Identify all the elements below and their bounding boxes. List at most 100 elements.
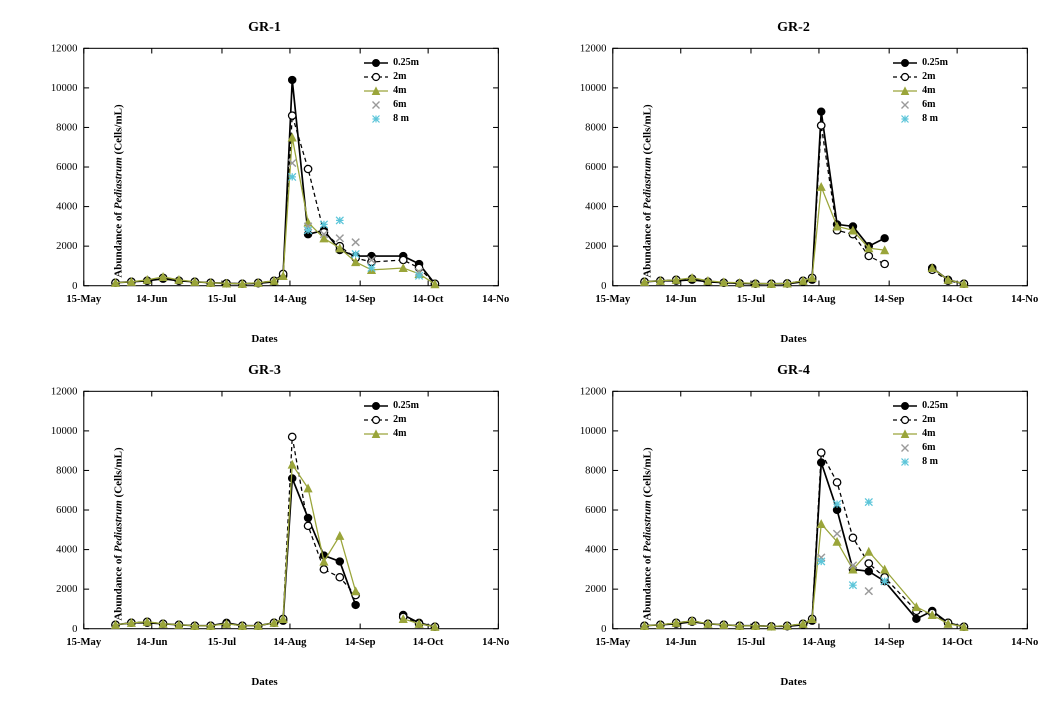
svg-text:10000: 10000 (580, 426, 607, 437)
x-axis-label: Dates (20, 676, 509, 688)
legend-item-s4: 4m (363, 427, 419, 441)
legend-marker-s025 (363, 400, 389, 412)
chart-area: 02000400060008000100001200015-May14-Jun1… (549, 38, 1038, 343)
svg-text:14-Oct: 14-Oct (942, 294, 973, 305)
svg-text:14-Jun: 14-Jun (665, 637, 696, 648)
svg-text:14-Jun: 14-Jun (136, 294, 167, 305)
legend-label-s8: 8 m (393, 112, 409, 126)
x-axis-label: Dates (549, 676, 1038, 688)
svg-text:6000: 6000 (585, 162, 606, 173)
legend-marker-s6 (892, 99, 918, 111)
legend-label-s4: 4m (922, 84, 935, 98)
svg-text:10000: 10000 (51, 83, 78, 94)
legend-item-s8: 8 m (892, 112, 948, 126)
legend-label-s2: 2m (393, 413, 406, 427)
legend-label-s6: 6m (922, 98, 935, 112)
legend-item-s8: 8 m (363, 112, 419, 126)
legend-item-s6: 6m (892, 98, 948, 112)
legend-label-s8: 8 m (922, 455, 938, 469)
svg-text:8000: 8000 (56, 123, 77, 134)
legend-item-s2: 2m (892, 413, 948, 427)
chart-grid: GR-1 0 2000 4000 6000 8000 10000 12000 15-May 14… (20, 20, 1038, 686)
svg-text:0: 0 (601, 281, 606, 292)
panel-GR-4: GR-4 02000400060008000100001200015-May14… (549, 363, 1038, 686)
svg-text:8000: 8000 (56, 466, 77, 477)
legend-marker-s4 (363, 428, 389, 440)
legend-marker-s8 (892, 113, 918, 125)
svg-text:14-Oct: 14-Oct (413, 294, 444, 305)
legend-label-s4: 4m (922, 427, 935, 441)
chart-area: 02000400060008000100001200015-May14-Jun1… (20, 38, 509, 343)
y-axis-label: Abundance of Pediastrum (Cells/mL) (642, 104, 654, 277)
svg-text:12000: 12000 (51, 387, 78, 398)
legend-marker-s4 (892, 85, 918, 97)
panel-title: GR-1 (20, 20, 509, 36)
legend-label-s6: 6m (393, 98, 406, 112)
x-axis-label: Dates (20, 333, 509, 345)
svg-text:14-Jun: 14-Jun (136, 637, 167, 648)
svg-text:15-Jul: 15-Jul (737, 294, 765, 305)
legend-marker-s025 (363, 57, 389, 69)
svg-text:10000: 10000 (580, 83, 607, 94)
panel-GR-3: GR-3 02000400060008000100001200015-May14… (20, 363, 509, 686)
svg-text:12000: 12000 (51, 44, 78, 55)
legend-label-s2: 2m (922, 70, 935, 84)
chart-area: 02000400060008000100001200015-May14-Jun1… (20, 381, 509, 686)
svg-text:15-May: 15-May (595, 637, 631, 648)
svg-text:15-Jul: 15-Jul (208, 637, 236, 648)
legend-marker-s6 (363, 99, 389, 111)
svg-text:4000: 4000 (585, 202, 606, 213)
legend-item-s8: 8 m (892, 455, 948, 469)
svg-text:2000: 2000 (56, 241, 77, 252)
legend-item-s025: 0.25m (892, 399, 948, 413)
y-axis-label: Abundance of Pediastrum (Cells/mL) (113, 104, 125, 277)
svg-text:6000: 6000 (56, 162, 77, 173)
svg-text:8000: 8000 (585, 466, 606, 477)
legend-marker-s6 (892, 442, 918, 454)
svg-text:14-Oct: 14-Oct (413, 637, 444, 648)
legend-item-s2: 2m (892, 70, 948, 84)
legend-label-s4: 4m (393, 84, 406, 98)
legend-marker-s4 (363, 85, 389, 97)
svg-text:15-Jul: 15-Jul (208, 294, 236, 305)
svg-text:12000: 12000 (580, 44, 607, 55)
legend-marker-s2 (363, 414, 389, 426)
panel-title: GR-2 (549, 20, 1038, 36)
panel-GR-2: GR-2 02000400060008000100001200015-May14… (549, 20, 1038, 343)
svg-text:14-Aug: 14-Aug (273, 637, 307, 648)
svg-text:14-Aug: 14-Aug (802, 637, 836, 648)
svg-text:15-May: 15-May (595, 294, 631, 305)
chart-area: 02000400060008000100001200015-May14-Jun1… (549, 381, 1038, 686)
svg-text:14-Aug: 14-Aug (273, 294, 307, 305)
legend-item-s6: 6m (892, 441, 948, 455)
svg-holder: 02000400060008000100001200015-May14-Jun1… (20, 381, 509, 670)
legend-item-s025: 0.25m (363, 56, 419, 70)
svg-text:6000: 6000 (56, 505, 77, 516)
legend: 0.25m 2m 4m (363, 399, 419, 441)
y-axis-label: Abundance of Pediastrum (Cells/mL) (113, 447, 125, 620)
legend-marker-s2 (892, 71, 918, 83)
legend-marker-s025 (892, 57, 918, 69)
svg-text:14-Sep: 14-Sep (345, 637, 376, 648)
legend-item-s025: 0.25m (363, 399, 419, 413)
svg-text:0: 0 (601, 624, 606, 635)
svg-text:14-Jun: 14-Jun (665, 294, 696, 305)
svg-text:14-Nov: 14-Nov (482, 294, 509, 305)
svg-text:4000: 4000 (56, 545, 77, 556)
svg-text:0: 0 (72, 624, 77, 635)
svg-text:14-Nov: 14-Nov (1011, 294, 1038, 305)
y-axis-label: Abundance of Pediastrum (Cells/mL) (642, 447, 654, 620)
legend-label-s025: 0.25m (922, 399, 948, 413)
panel-title: GR-3 (20, 363, 509, 379)
x-axis-label: Dates (549, 333, 1038, 345)
svg-text:2000: 2000 (585, 241, 606, 252)
legend: 0.25m 2m 4m 6m 8 m (363, 56, 419, 126)
svg-text:0: 0 (72, 281, 77, 292)
legend-item-s4: 4m (892, 84, 948, 98)
legend-label-s8: 8 m (922, 112, 938, 126)
panel-GR-1: GR-1 02000400060008000100001200015-May14… (20, 20, 509, 343)
legend-label-s025: 0.25m (393, 56, 419, 70)
svg-text:4000: 4000 (56, 202, 77, 213)
svg-text:14-Oct: 14-Oct (942, 637, 973, 648)
legend-marker-s8 (363, 113, 389, 125)
